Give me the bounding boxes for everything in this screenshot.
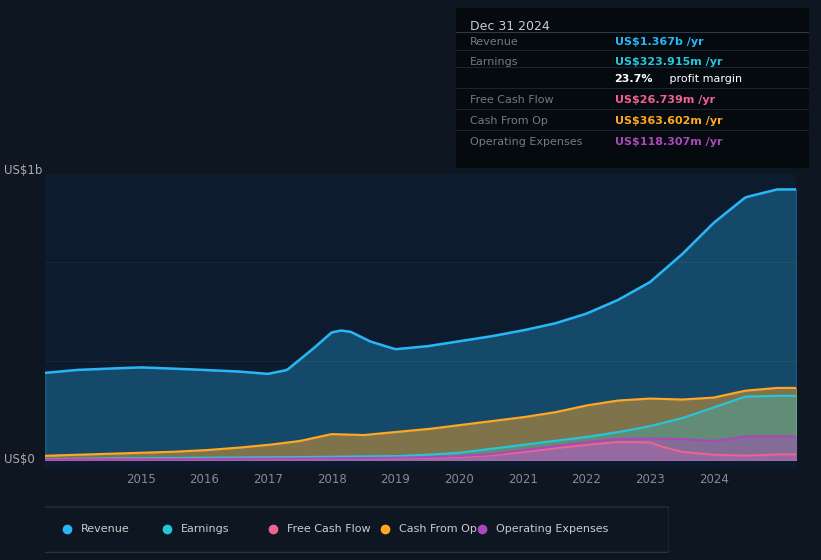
Text: US$1.367b /yr: US$1.367b /yr xyxy=(615,37,703,47)
Text: Earnings: Earnings xyxy=(470,57,518,67)
Text: US$363.602m /yr: US$363.602m /yr xyxy=(615,116,722,126)
Text: Operating Expenses: Operating Expenses xyxy=(496,524,608,534)
Text: 23.7%: 23.7% xyxy=(615,74,653,84)
Text: US$323.915m /yr: US$323.915m /yr xyxy=(615,57,722,67)
Text: US$118.307m /yr: US$118.307m /yr xyxy=(615,137,722,147)
Text: US$26.739m /yr: US$26.739m /yr xyxy=(615,95,714,105)
Text: profit margin: profit margin xyxy=(666,74,742,84)
Text: Free Cash Flow: Free Cash Flow xyxy=(470,95,553,105)
Text: Dec 31 2024: Dec 31 2024 xyxy=(470,20,549,32)
Text: Earnings: Earnings xyxy=(181,524,229,534)
Text: US$1b: US$1b xyxy=(4,164,43,178)
Text: Free Cash Flow: Free Cash Flow xyxy=(287,524,370,534)
Text: Revenue: Revenue xyxy=(470,37,519,47)
Text: Revenue: Revenue xyxy=(80,524,130,534)
Text: Cash From Op: Cash From Op xyxy=(470,116,548,126)
Text: US$0: US$0 xyxy=(4,452,34,466)
Text: Cash From Op: Cash From Op xyxy=(399,524,477,534)
Text: Operating Expenses: Operating Expenses xyxy=(470,137,582,147)
